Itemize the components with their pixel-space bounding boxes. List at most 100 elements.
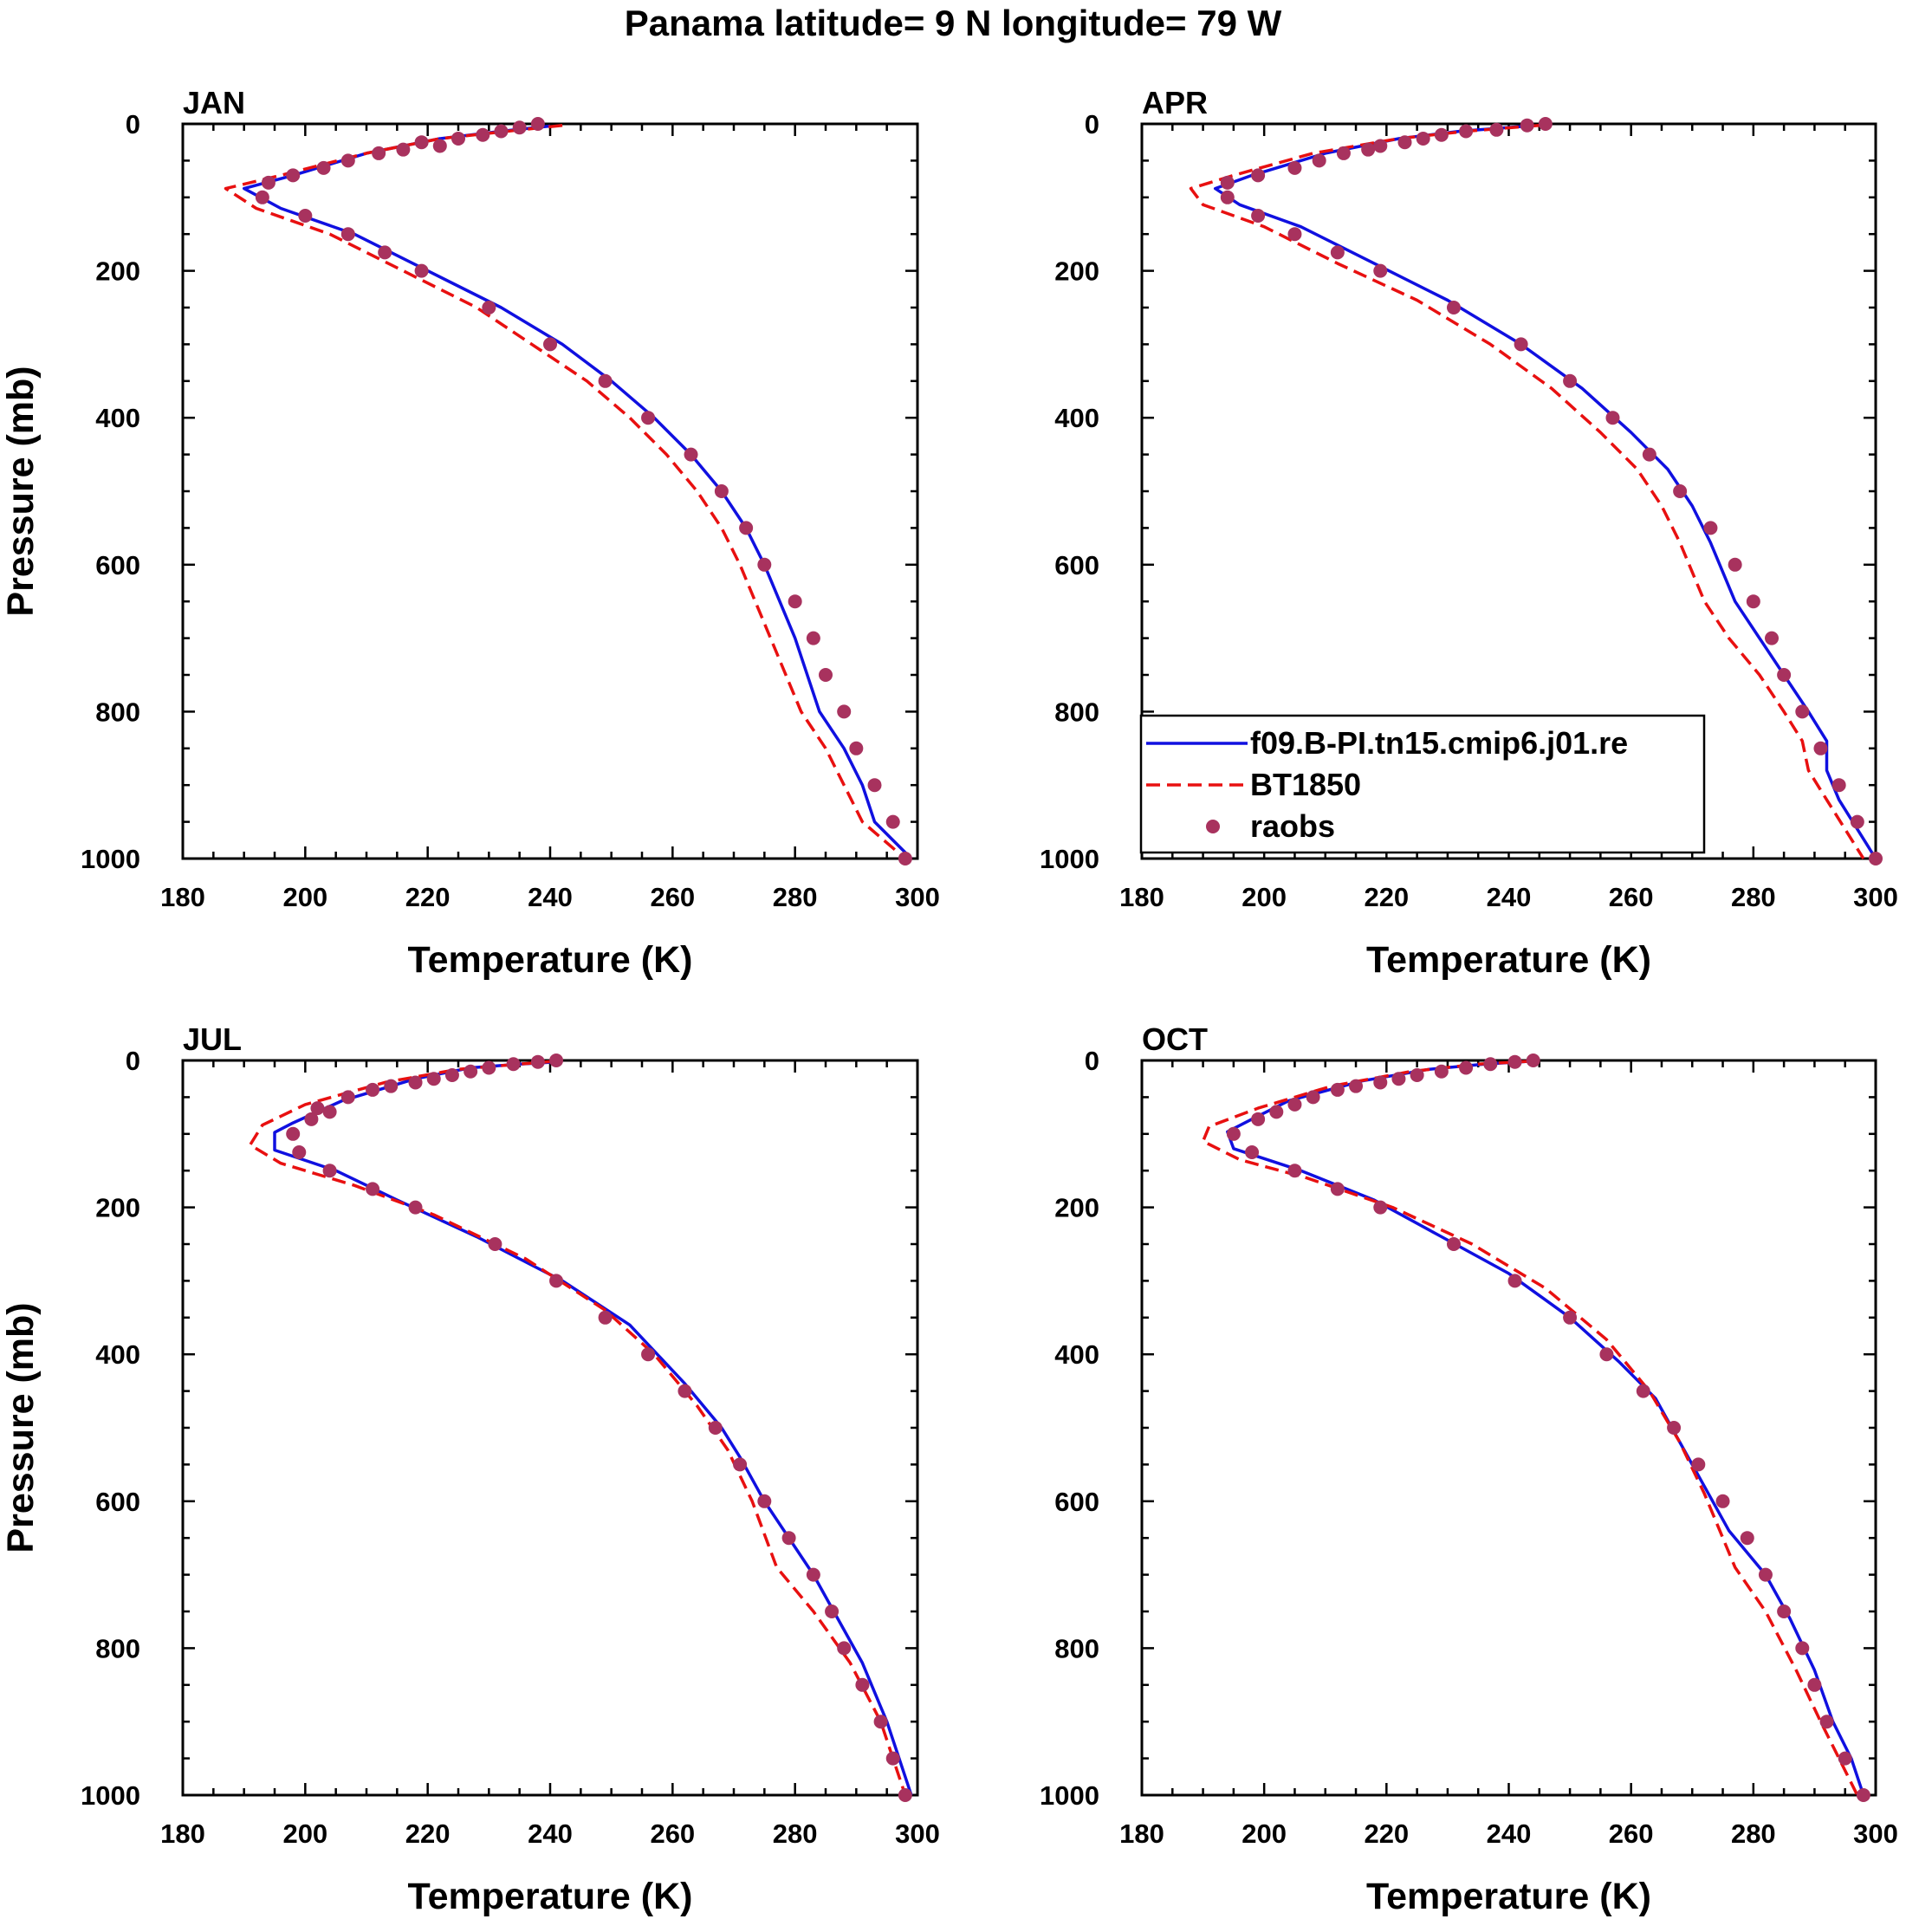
raobs-point bbox=[898, 852, 912, 866]
x-tick-label: 180 bbox=[1119, 882, 1164, 912]
raobs-point bbox=[340, 227, 355, 242]
series-bt1850-line bbox=[1201, 1060, 1859, 1796]
raobs-point bbox=[684, 447, 698, 462]
raobs-point bbox=[1410, 1067, 1424, 1082]
raobs-point bbox=[781, 1531, 796, 1546]
raobs-point bbox=[708, 1421, 723, 1435]
plot-frame bbox=[1140, 1059, 1877, 1797]
raobs-point bbox=[549, 1054, 564, 1067]
x-tick-label: 280 bbox=[773, 882, 818, 912]
raobs-point bbox=[1667, 1421, 1682, 1435]
raobs-point bbox=[310, 1101, 325, 1116]
legend-label: f09.B-PI.tn15.cmip6.j01.re bbox=[1250, 725, 1628, 761]
y-axis-label: Pressure (mb) bbox=[0, 366, 42, 616]
series-raobs bbox=[1226, 1054, 1870, 1802]
raobs-point bbox=[1563, 373, 1578, 388]
raobs-point bbox=[1245, 1145, 1260, 1159]
y-tick-label: 600 bbox=[1054, 1487, 1099, 1517]
raobs-point bbox=[825, 1605, 840, 1618]
x-tick-label: 220 bbox=[405, 882, 451, 912]
raobs-point bbox=[488, 1237, 502, 1251]
raobs-point bbox=[1599, 1347, 1614, 1362]
raobs-point bbox=[451, 131, 465, 146]
y-tick-label: 200 bbox=[1054, 256, 1099, 287]
raobs-point bbox=[1416, 131, 1430, 146]
x-tick-label: 260 bbox=[650, 882, 695, 912]
raobs-point bbox=[1703, 521, 1718, 535]
raobs-point bbox=[530, 117, 545, 131]
panel-jan: JAN 180 200 220 240 260 280 300 0 200 400 600 800 100… bbox=[0, 85, 940, 981]
raobs-point bbox=[677, 1384, 692, 1398]
raobs-point bbox=[1373, 1075, 1388, 1090]
x-tick-label: 260 bbox=[650, 1819, 695, 1849]
raobs-point bbox=[1740, 1531, 1754, 1546]
raobs-point bbox=[1819, 1715, 1834, 1729]
raobs-point bbox=[426, 1072, 441, 1086]
raobs-point bbox=[1807, 1677, 1822, 1692]
raobs-point bbox=[292, 1145, 307, 1159]
raobs-point bbox=[1220, 175, 1235, 190]
x-tick-label: 280 bbox=[773, 1819, 818, 1849]
x-tick-label: 300 bbox=[895, 1819, 940, 1849]
series-bt1850-line bbox=[248, 1060, 907, 1796]
y-tick-label: 800 bbox=[95, 1633, 140, 1663]
legend-label: BT1850 bbox=[1250, 767, 1361, 802]
x-tick-label: 220 bbox=[1364, 1819, 1409, 1849]
legend-item-bt1850: BT1850 bbox=[1146, 767, 1361, 802]
raobs-point bbox=[806, 631, 820, 645]
raobs-point bbox=[396, 142, 411, 157]
raobs-point bbox=[598, 373, 613, 388]
raobs-point bbox=[482, 301, 496, 314]
raobs-point bbox=[1287, 1097, 1302, 1112]
raobs-point bbox=[1856, 1788, 1870, 1802]
raobs-point bbox=[408, 1075, 423, 1090]
raobs-point bbox=[819, 668, 833, 682]
raobs-point bbox=[1251, 1112, 1266, 1126]
raobs-point bbox=[806, 1567, 820, 1582]
raobs-point bbox=[1373, 1200, 1388, 1215]
raobs-point bbox=[1777, 1605, 1792, 1618]
raobs-point bbox=[885, 1751, 900, 1766]
raobs-point bbox=[298, 209, 313, 223]
legend: f09.B-PI.tn15.cmip6.j01.re BT1850 raobs bbox=[1139, 714, 1706, 854]
raobs-point bbox=[1330, 1182, 1345, 1196]
raobs-point bbox=[1520, 118, 1534, 133]
raobs-point bbox=[1312, 153, 1326, 168]
legend-item-raobs: raobs bbox=[1206, 808, 1335, 844]
y-tick-label: 200 bbox=[1054, 1193, 1099, 1223]
raobs-point bbox=[1373, 263, 1388, 278]
legend-label: raobs bbox=[1250, 808, 1335, 844]
raobs-point bbox=[1373, 139, 1388, 153]
raobs-point bbox=[1251, 168, 1266, 183]
raobs-point bbox=[549, 1274, 564, 1288]
raobs-point bbox=[1765, 631, 1780, 645]
series-raobs bbox=[255, 117, 912, 866]
y-tick-label: 0 bbox=[1085, 109, 1099, 139]
raobs-point bbox=[1220, 190, 1235, 204]
x-tick-label: 220 bbox=[405, 1819, 451, 1849]
raobs-point bbox=[506, 1057, 521, 1072]
plot-frame bbox=[181, 122, 919, 860]
raobs-point bbox=[464, 1064, 478, 1079]
raobs-point bbox=[885, 814, 900, 829]
raobs-point bbox=[1777, 668, 1792, 682]
raobs-point bbox=[316, 160, 331, 175]
raobs-point bbox=[1715, 1494, 1730, 1508]
x-axis-label: Temperature (K) bbox=[1366, 1876, 1651, 1917]
raobs-point bbox=[261, 175, 276, 190]
raobs-point bbox=[530, 1054, 545, 1069]
y-tick-label: 400 bbox=[95, 403, 140, 433]
x-tick-label: 280 bbox=[1731, 882, 1776, 912]
x-tick-label: 200 bbox=[1241, 1819, 1287, 1849]
raobs-point bbox=[1349, 1079, 1364, 1093]
raobs-point bbox=[1459, 1060, 1474, 1075]
legend-item-model: f09.B-PI.tn15.cmip6.j01.re bbox=[1146, 725, 1628, 761]
raobs-point bbox=[378, 245, 392, 260]
raobs-point bbox=[1795, 704, 1810, 719]
raobs-point bbox=[432, 139, 447, 153]
raobs-point bbox=[1397, 135, 1412, 150]
raobs-point bbox=[384, 1079, 399, 1093]
x-tick-label: 240 bbox=[528, 882, 573, 912]
x-tick-label: 240 bbox=[1487, 1819, 1532, 1849]
raobs-point bbox=[512, 120, 527, 135]
